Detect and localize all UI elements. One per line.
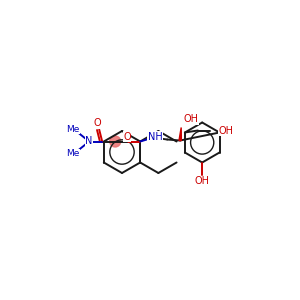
Text: OH: OH: [219, 125, 234, 136]
Text: O: O: [123, 131, 131, 142]
Text: N: N: [85, 136, 93, 146]
Circle shape: [110, 136, 121, 147]
Text: Me: Me: [67, 125, 80, 134]
Text: OH: OH: [183, 115, 198, 124]
Text: NH: NH: [148, 131, 163, 142]
Polygon shape: [179, 128, 182, 140]
Text: O: O: [93, 118, 101, 128]
Text: Me: Me: [67, 149, 80, 158]
Text: OH: OH: [195, 176, 210, 187]
